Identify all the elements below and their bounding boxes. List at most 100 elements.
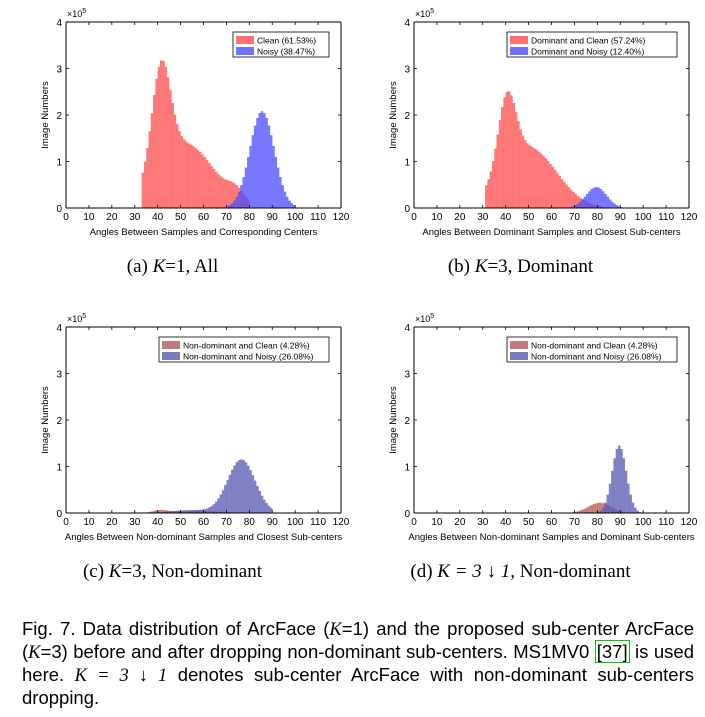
x-tick-label: 30	[129, 517, 141, 528]
x-tick-label: 10	[83, 517, 95, 528]
bar	[601, 507, 605, 513]
bar	[585, 507, 589, 513]
bar	[235, 462, 239, 513]
bar	[588, 191, 591, 208]
y-tick-label: 2	[404, 111, 410, 122]
y-exponent-power: 5	[430, 8, 434, 15]
bar	[244, 167, 248, 208]
x-tick-label: 110	[658, 517, 674, 528]
bar	[581, 509, 584, 513]
caption-text: =1) and the proposed sub-center ArcFace …	[22, 618, 694, 662]
panel-b: 0 10 20 30 40 50 60 70 80 90 100 110 120 0 1 2 3 4 ×105 Ang…	[348, 0, 698, 300]
bar	[540, 153, 543, 208]
x-tick-label: 20	[454, 517, 466, 528]
bar	[171, 102, 174, 208]
bar	[528, 145, 532, 208]
bar	[212, 504, 216, 513]
bar	[542, 155, 545, 208]
series-1	[595, 445, 644, 513]
legend-swatch	[236, 47, 254, 55]
x-tick-label: 50	[175, 212, 187, 223]
bar	[210, 165, 213, 208]
bar	[180, 136, 184, 208]
bar	[574, 511, 577, 513]
bar	[485, 185, 488, 208]
bar	[221, 178, 225, 208]
bar	[240, 185, 243, 208]
bar	[519, 129, 522, 208]
bar	[148, 511, 151, 513]
x-tick-label: 30	[477, 212, 489, 223]
bar	[171, 511, 174, 513]
chart-d: 0 10 20 30 40 50 60 70 80 90 100 110 120 0 1 2 3 4 ×105 Ang…	[388, 313, 698, 543]
bar	[576, 203, 580, 208]
bar	[192, 146, 195, 208]
bar	[576, 511, 580, 513]
bar	[155, 510, 158, 513]
bar	[201, 509, 204, 513]
bar	[203, 509, 206, 513]
y-exponent-label: ×105	[415, 8, 434, 19]
bar	[203, 157, 206, 208]
panel-d: 0 10 20 30 40 50 60 70 80 90 100 110 120 0 1 2 3 4 ×105 Ang…	[348, 305, 698, 605]
bar	[283, 191, 287, 208]
bar	[501, 107, 504, 208]
bar	[208, 162, 211, 208]
x-tick-label: 60	[546, 212, 558, 223]
citation-link[interactable]: [37]	[594, 640, 630, 663]
bar	[537, 151, 541, 208]
bar	[604, 193, 607, 208]
x-tick-label: 50	[175, 517, 187, 528]
bar	[235, 185, 239, 208]
bar	[159, 509, 163, 513]
bar	[221, 490, 225, 513]
bar	[208, 507, 211, 513]
subcaption-var: K	[474, 256, 488, 277]
bar	[263, 112, 266, 208]
bar	[599, 510, 603, 513]
legend-swatch	[162, 352, 180, 360]
bar	[281, 185, 284, 208]
bar	[514, 112, 518, 208]
bar	[606, 196, 609, 208]
legend-box	[506, 31, 678, 58]
bar	[631, 502, 635, 513]
y-exponent-power: 5	[82, 313, 86, 320]
bar	[169, 511, 172, 513]
bar	[576, 195, 580, 208]
caption-text: is used here.	[22, 641, 694, 685]
bar	[162, 511, 165, 513]
legend-swatch	[510, 341, 528, 349]
x-tick-label: 70	[569, 212, 581, 223]
bar	[214, 171, 218, 208]
bar	[178, 510, 181, 513]
x-tick-label: 110	[310, 212, 326, 223]
y-tick-label: 0	[404, 509, 410, 520]
bar	[517, 121, 520, 208]
y-exponent-label: ×105	[415, 313, 434, 324]
bar	[265, 503, 268, 513]
bar	[491, 161, 495, 208]
legend-label: Non-dominant and Noisy (26.08%)	[183, 352, 314, 362]
caption-var: K	[329, 620, 342, 640]
bar	[622, 458, 626, 513]
bar	[617, 206, 621, 208]
x-tick-label: 10	[431, 212, 443, 223]
bar	[267, 505, 271, 513]
bar	[592, 187, 596, 208]
axes: 0 10 20 30 40 50 60 70 80 90 100 110 120 0 1 2 3 4 ×105 Ang…	[388, 8, 698, 238]
bar	[196, 149, 200, 208]
bar	[157, 66, 161, 208]
y-tick-label: 0	[56, 509, 62, 520]
bar	[242, 460, 245, 513]
bar	[498, 120, 502, 208]
bar	[274, 157, 278, 208]
bar	[544, 158, 548, 208]
bar	[189, 510, 193, 513]
subcaption-prefix: (a)	[126, 256, 148, 277]
x-tick-label: 100	[287, 212, 304, 223]
legend-label: Clean (61.53%)	[257, 36, 316, 46]
x-tick-label: 60	[546, 517, 558, 528]
bar	[228, 474, 232, 513]
bar	[269, 507, 273, 513]
